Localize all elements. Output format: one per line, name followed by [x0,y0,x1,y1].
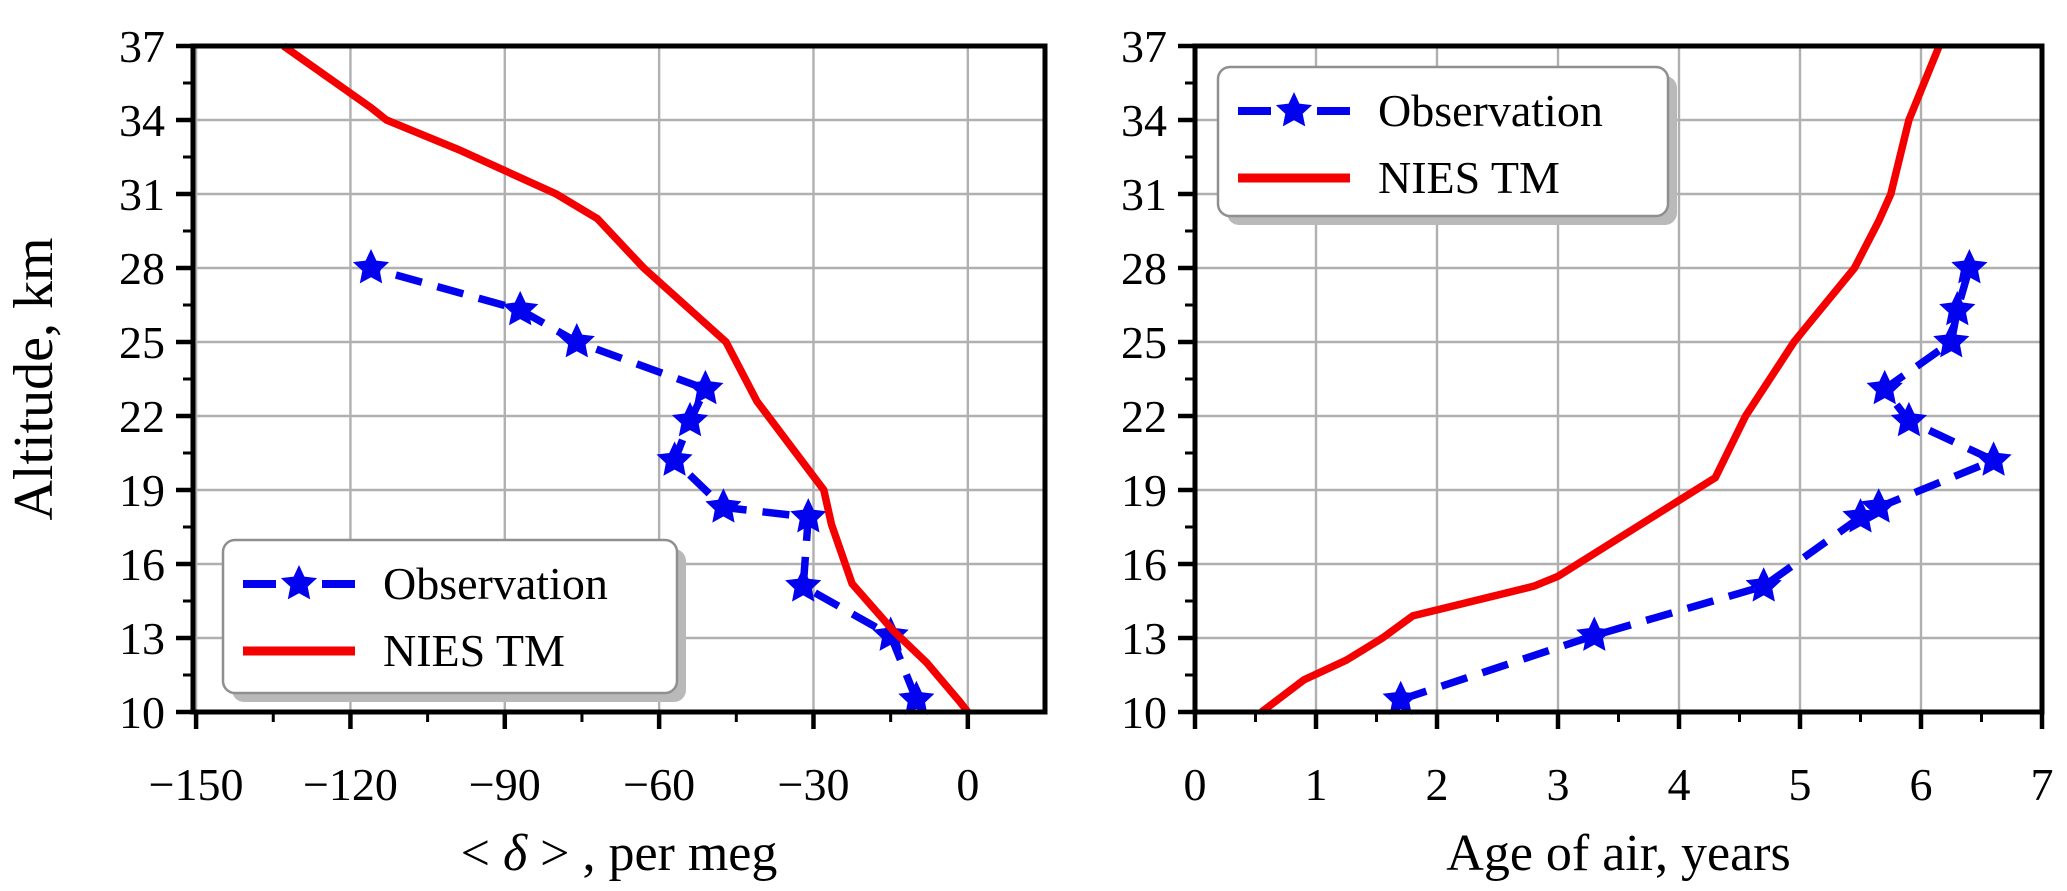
y-tick-label: 16 [119,539,165,590]
x-tick-label: 3 [1547,759,1570,810]
star-marker [656,441,693,476]
left-series-nies-tm-line [281,42,971,715]
y-tick-label: 22 [1121,391,1167,442]
star-marker [1975,441,2012,476]
star-marker [671,401,709,437]
x-tick-label: 0 [1184,759,1207,810]
y-tick-label: 31 [1121,169,1167,220]
star-marker [1939,290,1976,326]
x-tick-label: 7 [2031,759,2054,810]
y-tick-label: 28 [119,243,165,294]
star-marker [872,616,909,651]
star-marker [1866,369,1903,405]
x-tick-label: −150 [149,759,244,810]
legend-star-marker [280,565,318,600]
star-marker [1382,680,1419,715]
star-marker [790,498,827,533]
x-tick-label: 6 [1910,759,1933,810]
right-series-observation-line [1399,266,2003,704]
y-tick-label: 25 [119,317,165,368]
x-tick-label: −120 [303,759,398,810]
y-tick-label: 16 [1121,539,1167,590]
y-tick-label: 19 [119,465,165,516]
star-marker [1745,567,1782,602]
y-tick-label: 19 [1121,465,1167,516]
star-marker [1951,249,1988,284]
y-tick-label: 10 [1121,687,1167,738]
star-marker [1576,616,1613,651]
y-tick-label: 13 [1121,613,1167,664]
x-tick-label: −30 [778,759,850,810]
x-tick-label: 1 [1305,759,1328,810]
star-marker [898,680,935,715]
x-tick-label: −60 [623,759,695,810]
x-tick-label: −90 [469,759,541,810]
y-tick-label: 31 [119,169,165,220]
y-tick-label: 28 [1121,243,1167,294]
star-marker [1890,401,1927,437]
legend-star-marker [1275,92,1313,127]
y-tick-label: 37 [119,21,165,72]
legend-label-nies-tm: NIES TM [383,625,565,676]
x-tick-label: 0 [956,759,979,810]
x-tick-label: 4 [1668,759,1691,810]
star-marker [352,249,390,284]
star-marker [502,290,539,326]
x-tick-label: 2 [1426,759,1449,810]
x-tick-label: 5 [1789,759,1812,810]
legend-label-nies-tm: NIES TM [1378,152,1560,203]
right-series-nies-tm-line [1259,44,1943,715]
legend-label-observation: Observation [383,558,608,609]
legend-label-observation: Observation [1378,85,1603,136]
star-marker [1842,498,1879,533]
y-tick-label: 22 [119,391,165,442]
y-tick-label: 25 [1121,317,1167,368]
y-tick-label: 34 [119,95,165,146]
y-tick-label: 34 [1121,95,1167,146]
y-tick-label: 13 [119,613,165,664]
right-x-axis-label: Age of air, years [1446,825,1790,882]
y-tick-label: 10 [119,687,165,738]
y-tick-label: 37 [1121,21,1167,72]
star-marker [1860,488,1897,523]
left-x-axis-label: < δ > , per meg [461,825,778,882]
star-marker [1933,323,1970,358]
y-axis-label: Altitude, km [3,237,65,520]
star-marker [705,488,742,523]
star-marker [558,323,595,358]
star-marker [687,369,724,405]
star-marker [785,567,822,602]
